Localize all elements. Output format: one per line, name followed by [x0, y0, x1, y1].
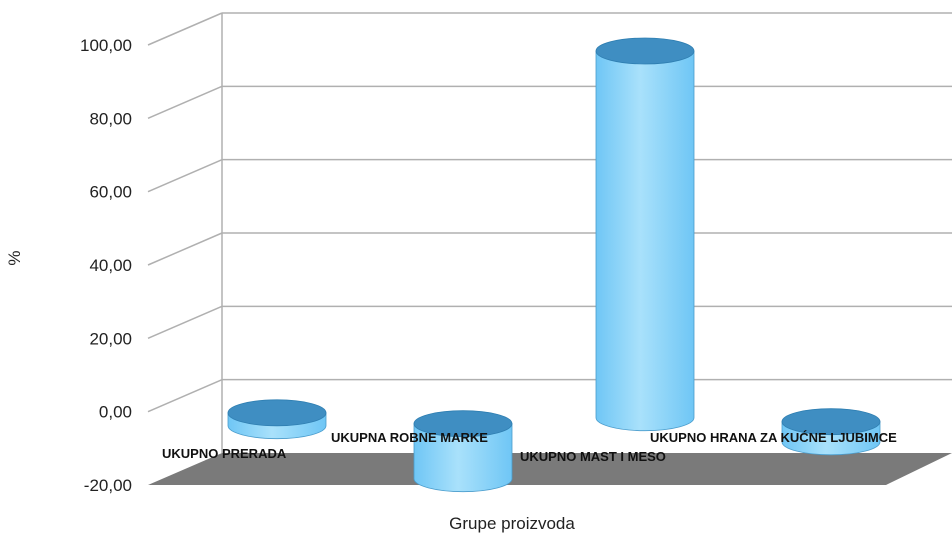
category-label: UKUPNO PRERADA [162, 446, 287, 461]
bar-body [413, 423, 513, 493]
category-label: UKUPNO HRANA ZA KUĆNE LJUBIMCE [650, 430, 897, 445]
bar [595, 37, 695, 432]
bars [227, 37, 881, 493]
bar-body [595, 50, 695, 432]
y-tick-label: -20,00 [84, 476, 132, 495]
x-axis-title: Grupe proizvoda [449, 514, 575, 533]
y-axis-title: % [5, 250, 24, 265]
gridline-depth [147, 232, 223, 266]
bar [227, 399, 327, 440]
category-label: UKUPNO MAST I MESO [520, 449, 666, 464]
bar-cap [781, 408, 881, 436]
floor-plane [148, 453, 952, 485]
category-labels: UKUPNO PRERADA UKUPNA ROBNE MARKE UKUPNO M… [162, 430, 897, 464]
bar-cap [413, 410, 513, 438]
gridline-depth [147, 85, 223, 120]
bar [781, 408, 881, 456]
category-label: UKUPNA ROBNE MARKE [331, 430, 488, 445]
gridline-depth [147, 158, 223, 193]
gridline-depth [147, 12, 223, 46]
bar-cap [227, 399, 327, 427]
y-tick-label: 40,00 [89, 256, 132, 275]
grid-lines [147, 12, 952, 485]
bar-cap [595, 37, 695, 65]
y-tick-label: 20,00 [89, 329, 132, 348]
y-tick-label: 100,00 [80, 36, 132, 55]
gridline-depth [147, 305, 223, 340]
y-tick-labels: -20,00 0,00 20,00 40,00 60,00 80,00 100,00 [80, 36, 132, 495]
bar [413, 410, 513, 493]
gridline-depth [147, 378, 223, 413]
y-tick-label: 0,00 [99, 403, 132, 422]
y-tick-label: 60,00 [89, 183, 132, 202]
y-tick-label: 80,00 [89, 109, 132, 128]
